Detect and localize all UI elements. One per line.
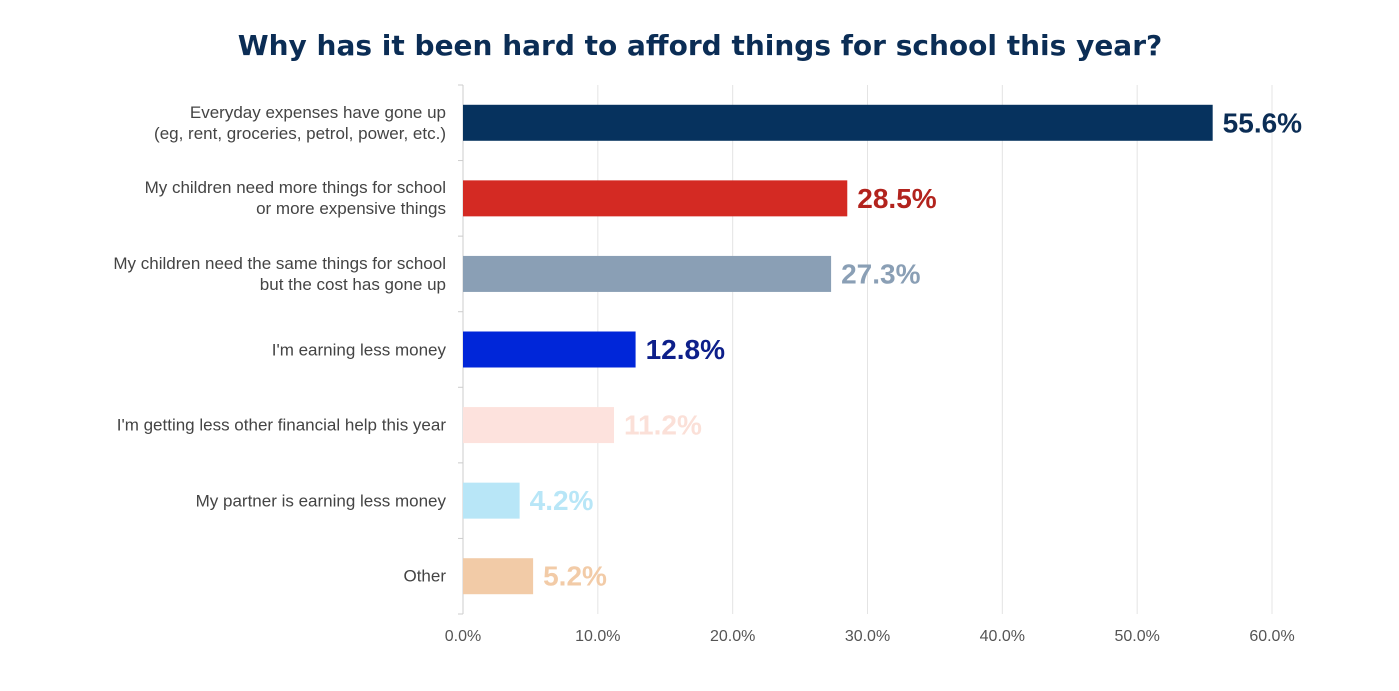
value-label: 12.8% — [646, 334, 725, 365]
chart-title: Why has it been hard to afford things fo… — [238, 29, 1163, 62]
category-label: I'm getting less other financial help th… — [116, 415, 446, 435]
category-label: Everyday expenses have gone up (eg, rent… — [154, 102, 446, 143]
value-label: 11.2% — [624, 410, 702, 441]
bar — [463, 104, 1213, 141]
value-label: 27.3% — [841, 258, 920, 289]
category-label: My children need more things for school … — [144, 178, 446, 219]
value-label: 28.5% — [857, 183, 936, 214]
bar — [463, 407, 615, 444]
x-tick-label: 0.0% — [445, 628, 481, 645]
category-label: Other — [403, 566, 446, 586]
category-label: I'm earning less money — [271, 340, 446, 359]
bar — [463, 331, 636, 368]
x-tick-label: 50.0% — [1114, 628, 1159, 645]
bar — [463, 482, 520, 519]
x-tick-label: 20.0% — [710, 628, 755, 645]
bar — [463, 558, 534, 595]
x-tick-label: 30.0% — [845, 628, 890, 645]
value-label: 4.2% — [530, 485, 594, 516]
x-tick-label: 40.0% — [980, 628, 1025, 645]
bar — [463, 180, 848, 217]
category-label: My partner is earning less money — [195, 491, 446, 511]
x-tick-label: 10.0% — [575, 628, 620, 645]
value-label: 55.6% — [1223, 107, 1302, 138]
bar — [463, 255, 832, 292]
value-label: 5.2% — [543, 561, 607, 592]
category-label: My children need the same things for sch… — [113, 253, 446, 294]
x-tick-label: 60.0% — [1249, 628, 1294, 645]
